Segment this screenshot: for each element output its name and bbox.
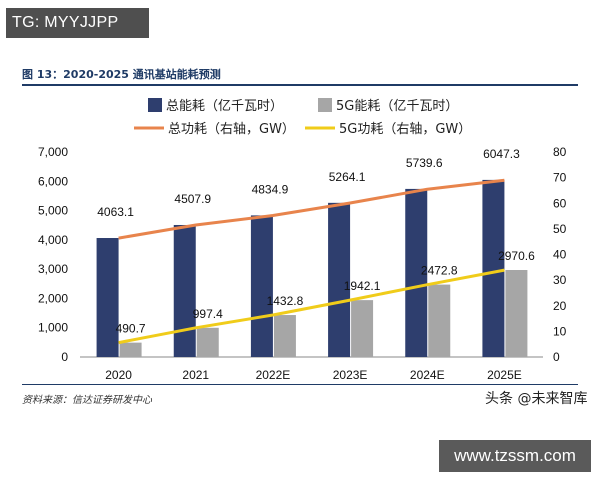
y-left-tick-label: 6,000: [38, 174, 68, 188]
data-label-5g-energy: 2472.8: [421, 264, 458, 278]
x-tick-label: 2023E: [333, 368, 368, 382]
data-labels: 4063.1 490.7 4507.9 997.4 4834.9 1432.8 5264.1…: [97, 147, 535, 336]
legend-label-total-power: 总功耗（右轴，GW）: [168, 122, 295, 137]
data-label-total-energy: 5739.6: [406, 156, 443, 170]
y-left-tick-label: 2,000: [38, 291, 68, 305]
y-right-tick-label: 20: [553, 299, 567, 313]
y-left-tick-label: 0: [61, 350, 68, 364]
legend: 总能耗（亿千瓦时） 5G能耗（亿千瓦时） 总功耗（右轴，GW） 5G功耗（右轴，…: [134, 98, 471, 137]
axes: 0 1,000 2,000 3,000 4,000 5,000 6,000 7,000 0 10 2…: [38, 145, 567, 382]
y-right-tick-label: 50: [553, 222, 567, 236]
data-label-total-energy: 5264.1: [329, 170, 366, 184]
line-5g-power: [118, 268, 505, 345]
url-watermark: www.tzssm.com: [439, 440, 591, 472]
x-tick-label: 2025E: [487, 368, 522, 382]
bar-5g-energy: [119, 342, 142, 357]
y-left-tick-label: 7,000: [38, 145, 68, 159]
data-label-5g-energy: 2970.6: [498, 249, 535, 263]
legend-label-5g-energy: 5G能耗（亿千瓦时）: [336, 99, 458, 114]
data-label-total-energy: 4063.1: [97, 205, 134, 219]
bar-total-energy: [96, 238, 119, 357]
y-left-tick-label: 1,000: [38, 321, 68, 335]
x-tick-label: 2020: [105, 368, 132, 382]
data-label-5g-energy: 490.7: [116, 322, 146, 336]
x-tick-label: 2022E: [256, 368, 291, 382]
y-left-tick-label: 4,000: [38, 233, 68, 247]
y-right-tick-label: 60: [553, 196, 567, 210]
bar-5g-energy: [351, 300, 374, 357]
legend-swatch-5g-energy: [318, 98, 332, 112]
y-right-tick-label: 40: [553, 248, 567, 262]
bar-5g-energy: [196, 327, 219, 357]
lines: [118, 178, 505, 345]
data-label-total-energy: 6047.3: [483, 147, 520, 161]
data-label-5g-energy: 1942.1: [344, 279, 381, 293]
brand-watermark: 头条 @未来智库: [485, 391, 588, 407]
y-right-tick-label: 0: [553, 350, 560, 364]
y-right-tick-label: 10: [553, 324, 567, 338]
bars: [96, 179, 528, 357]
data-label-total-energy: 4834.9: [252, 182, 289, 196]
y-right-tick-label: 30: [553, 273, 567, 287]
bar-total-energy: [250, 215, 273, 357]
bar-total-energy: [482, 179, 505, 357]
x-tick-label: 2024E: [410, 368, 445, 382]
bar-total-energy: [405, 188, 428, 357]
watermark-tag: TG: MYYJJPP: [6, 8, 149, 38]
bar-5g-energy: [428, 284, 451, 357]
data-label-5g-energy: 1432.8: [267, 294, 304, 308]
bar-5g-energy: [273, 315, 296, 357]
figure-title: 图 13：2020-2025 通讯基站能耗预测: [22, 68, 221, 81]
legend-label-5g-power: 5G功耗（右轴，GW）: [339, 122, 471, 137]
y-left-tick-label: 5,000: [38, 204, 68, 218]
bottom-rule: [22, 384, 578, 385]
top-rule: [22, 84, 578, 86]
bar-total-energy: [328, 202, 351, 357]
source-note: 资料来源：信达证券研发中心: [22, 395, 152, 406]
line-total-power: [118, 178, 505, 240]
x-tick-label: 2021: [182, 368, 209, 382]
bar-5g-energy: [505, 270, 528, 357]
legend-label-total-energy: 总能耗（亿千瓦时）: [166, 99, 283, 114]
data-label-total-energy: 4507.9: [174, 192, 211, 206]
y-right-tick-label: 70: [553, 171, 567, 185]
y-left-tick-label: 3,000: [38, 262, 68, 276]
bar-total-energy: [173, 224, 196, 357]
legend-swatch-total-energy: [148, 98, 162, 112]
data-label-5g-energy: 997.4: [193, 307, 223, 321]
y-right-tick-label: 80: [553, 145, 567, 159]
